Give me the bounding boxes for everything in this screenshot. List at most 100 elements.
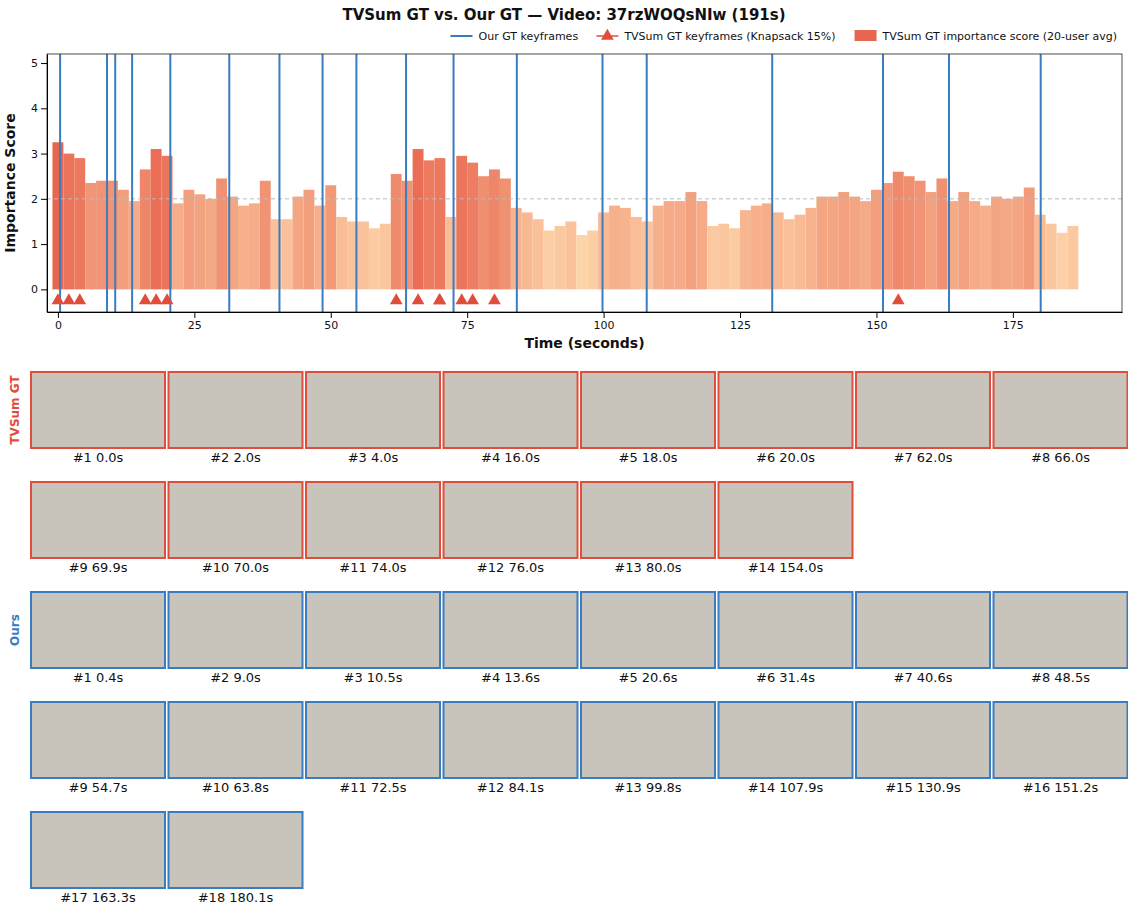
triangle-marker	[150, 293, 163, 304]
bar	[664, 201, 675, 289]
legend-item: Our GT keyframes	[451, 30, 579, 43]
bar	[358, 221, 369, 289]
x-axis-title: Time (seconds)	[524, 335, 644, 351]
y-tick-label: 2	[31, 193, 38, 206]
bar	[991, 197, 1002, 290]
thumbnail	[31, 482, 165, 558]
thumbnail	[31, 372, 165, 448]
x-tick-label: 100	[594, 319, 615, 332]
bar	[860, 201, 871, 289]
bar	[107, 181, 118, 290]
thumbnail-caption: #8 66.0s	[1031, 450, 1090, 465]
y-tick-mark	[41, 63, 47, 64]
thumbnail	[856, 702, 990, 778]
thumbnail-caption: #17 163.3s	[60, 890, 136, 905]
triangle-marker	[62, 293, 75, 304]
thumbnail-caption: #7 62.0s	[893, 450, 952, 465]
keyframe-line	[882, 54, 884, 312]
x-tick-label: 125	[730, 319, 751, 332]
thumbnail-caption: #12 76.0s	[477, 560, 545, 575]
bar	[140, 169, 151, 289]
plot-frame	[47, 54, 1122, 312]
bar	[958, 192, 969, 289]
bar	[456, 156, 467, 290]
keyframe-lines	[60, 54, 1041, 312]
bar	[936, 178, 947, 289]
thumbnail	[581, 372, 715, 448]
bar	[554, 226, 565, 289]
x-tick-mark	[1013, 312, 1014, 318]
bar	[336, 217, 347, 289]
thumbnail	[856, 372, 990, 448]
x-tick-mark	[604, 312, 605, 318]
bar	[587, 231, 598, 290]
thumbnail	[719, 702, 853, 778]
thumbnail	[581, 702, 715, 778]
thumbnail-caption: #2 9.0s	[210, 670, 261, 685]
thumbnail	[444, 372, 578, 448]
triangle-marker	[412, 293, 425, 304]
y-tick-mark	[41, 154, 47, 155]
bar	[816, 197, 827, 290]
thumbnail-caption: #14 154.0s	[748, 560, 824, 575]
bar	[827, 197, 838, 290]
y-tick: 4	[31, 102, 47, 115]
thumbnail	[719, 372, 853, 448]
bar	[675, 201, 686, 289]
bar	[751, 206, 762, 290]
x-tick: 125	[730, 312, 751, 332]
y-tick-label: 5	[31, 57, 38, 70]
thumbnail-caption: #13 99.8s	[614, 780, 682, 795]
keyframe-line	[322, 54, 324, 312]
bar	[893, 172, 904, 290]
thumbnail-caption: #10 63.8s	[202, 780, 270, 795]
x-tick: 75	[461, 312, 475, 332]
y-tick-label: 3	[31, 148, 38, 161]
keyframe-line	[516, 54, 518, 312]
bar	[96, 181, 107, 290]
thumbnail-caption: #4 16.0s	[481, 450, 540, 465]
bar	[402, 181, 413, 290]
bar	[380, 224, 391, 290]
keyframe-line	[278, 54, 280, 312]
x-tick-label: 0	[55, 319, 62, 332]
legend-item: TVSum GT keyframes (Knapsack 15%)	[596, 29, 835, 43]
bar	[598, 212, 609, 289]
bar	[522, 212, 533, 289]
bar	[795, 215, 806, 290]
reference-line	[47, 198, 1122, 199]
bar	[151, 149, 162, 289]
keyframe-line	[1040, 54, 1042, 312]
thumbnail	[994, 592, 1128, 668]
x-tick-label: 75	[461, 319, 475, 332]
bar	[293, 197, 304, 290]
bar	[445, 217, 456, 289]
y-tick-label: 0	[31, 283, 38, 296]
thumbnail-caption: #11 74.0s	[339, 560, 407, 575]
thumbnail-caption: #13 80.0s	[614, 560, 682, 575]
x-tick-mark	[194, 312, 195, 318]
bar	[773, 212, 784, 289]
bar	[1046, 224, 1057, 290]
bar	[762, 203, 773, 289]
triangle-marker	[52, 293, 65, 304]
bar	[500, 178, 511, 289]
x-tick: 0	[55, 312, 62, 332]
x-tick: 25	[188, 312, 202, 332]
legend-item: TVSum GT importance score (20-user avg)	[855, 30, 1117, 43]
bar	[129, 201, 140, 289]
keyframe-line	[131, 54, 133, 312]
keyframe-line	[106, 54, 108, 312]
bar	[1002, 199, 1013, 290]
thumbnail	[169, 702, 303, 778]
thumbnail	[169, 812, 303, 888]
thumbnail	[994, 372, 1128, 448]
thumbnail-caption: #9 54.7s	[68, 780, 127, 795]
bar	[282, 219, 293, 289]
bar	[904, 176, 915, 289]
thumbnail-panel: Ours#1 0.4s#2 9.0s#3 10.5s#4 13.6s#5 20.…	[8, 592, 1128, 905]
triangle-marker	[433, 293, 446, 304]
bar	[544, 231, 555, 290]
x-tick-mark	[58, 312, 59, 318]
triangle-marker	[390, 293, 403, 304]
